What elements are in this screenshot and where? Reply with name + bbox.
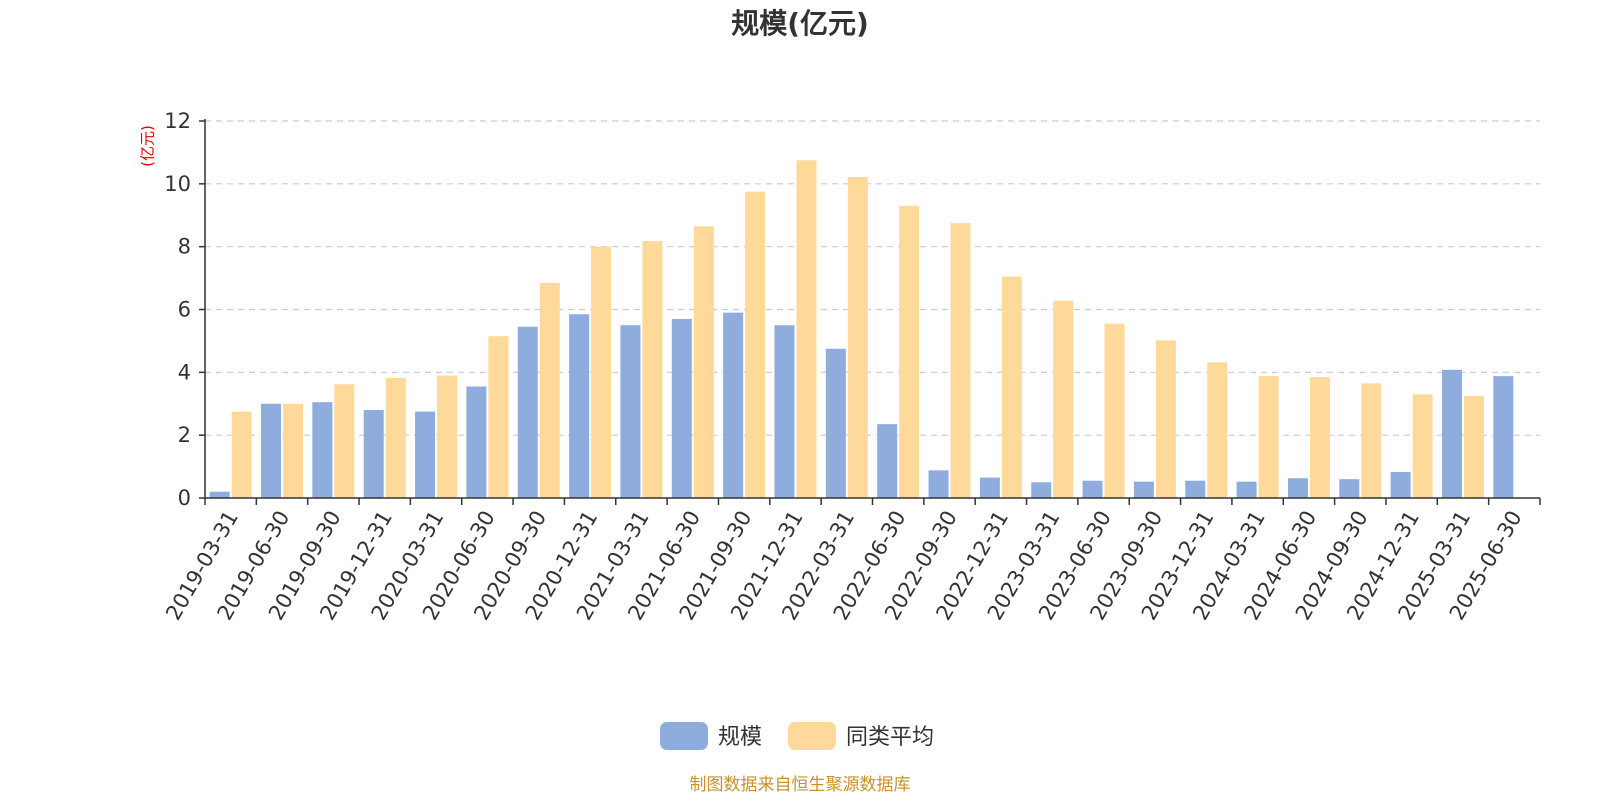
bar-scale — [774, 325, 795, 498]
bar-scale — [1236, 481, 1257, 498]
bar-scale — [1493, 376, 1514, 498]
bar-scale — [569, 314, 590, 498]
bar-scale — [1339, 479, 1360, 498]
y-tick-label: 8 — [178, 235, 191, 259]
y-tick-label: 10 — [164, 172, 191, 196]
bar-average — [385, 377, 406, 498]
bar-scale — [415, 411, 436, 498]
bar-average — [950, 223, 971, 498]
legend-label-average: 同类平均 — [846, 725, 934, 750]
bar-average — [1155, 340, 1176, 498]
y-tick-label: 2 — [178, 423, 191, 447]
bar-average — [1463, 395, 1484, 498]
y-tick-label: 12 — [164, 109, 191, 133]
bar-average — [1001, 276, 1022, 498]
legend-swatch-scale — [660, 722, 708, 750]
data-source-note: 制图数据来自恒生聚源数据库 — [690, 775, 911, 795]
bar-average — [283, 403, 304, 498]
bar-average — [1309, 377, 1330, 498]
bar-scale — [209, 491, 230, 498]
y-tick-label: 4 — [178, 360, 191, 384]
bar-scale — [671, 318, 692, 498]
bar-average — [899, 205, 920, 498]
legend-swatch-average — [788, 722, 836, 750]
bar-average — [1207, 362, 1228, 498]
bar-average — [334, 384, 355, 498]
y-tick-label: 0 — [178, 486, 191, 510]
bar-average — [539, 282, 560, 498]
legend-item-average[interactable]: 同类平均 — [788, 722, 934, 750]
bar-average — [1104, 323, 1125, 498]
bar-scale — [1082, 480, 1103, 498]
bar-scale — [261, 403, 282, 498]
bar-scale — [1441, 369, 1462, 498]
y-tick-label: 6 — [178, 298, 191, 322]
bar-scale — [825, 348, 846, 498]
bar-scale — [1133, 481, 1154, 498]
bars — [209, 160, 1514, 499]
bar-scale — [723, 312, 744, 498]
bar-scale — [1185, 480, 1206, 498]
bar-scale — [1287, 478, 1308, 498]
bar-average — [1258, 376, 1279, 498]
bar-average — [1412, 394, 1433, 498]
bar-scale — [620, 325, 641, 498]
bar-average — [231, 411, 252, 498]
bar-scale — [1390, 471, 1411, 498]
y-axis-unit-label: (亿元) — [139, 125, 157, 167]
bar-scale — [363, 410, 384, 498]
bar-average — [796, 160, 817, 499]
bar-average — [745, 191, 766, 498]
chart-title: 规模(亿元) — [731, 7, 869, 40]
bar-scale — [466, 386, 487, 498]
bar-scale — [1031, 482, 1052, 498]
bar-average — [1361, 383, 1382, 498]
bar-average — [591, 246, 612, 498]
bar-average — [847, 176, 868, 498]
bar-scale — [979, 477, 1000, 498]
bar-average — [693, 226, 714, 498]
bar-average — [642, 241, 663, 499]
bar-average — [437, 375, 458, 498]
legend[interactable]: 规模 同类平均 — [660, 722, 934, 750]
bar-average — [488, 336, 509, 498]
bar-scale — [928, 470, 949, 498]
legend-label-scale: 规模 — [718, 725, 762, 750]
legend-item-scale[interactable]: 规模 — [660, 722, 762, 750]
bar-average — [1053, 300, 1074, 498]
bar-scale — [312, 402, 333, 498]
bar-scale — [877, 424, 898, 498]
bar-scale — [517, 326, 538, 498]
